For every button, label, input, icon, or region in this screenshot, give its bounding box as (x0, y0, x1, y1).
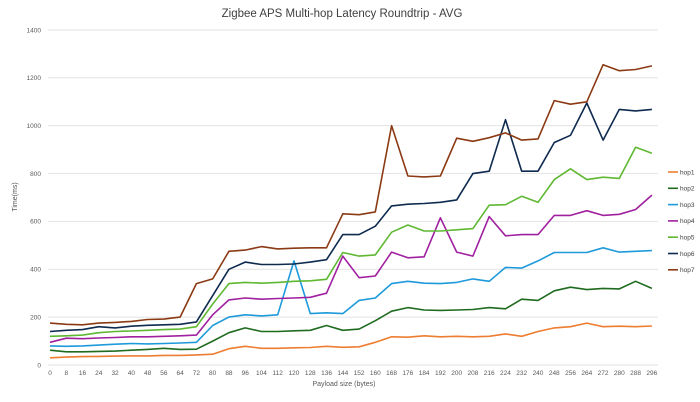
x-tick-label: 48 (144, 370, 152, 377)
legend-item-hop7: hop7 (668, 267, 695, 274)
legend-label: hop6 (680, 251, 695, 258)
x-tick-label: 184 (419, 370, 430, 377)
legend-label: hop5 (680, 235, 695, 242)
y-tick-label: 200 (30, 314, 41, 321)
x-tick-label: 120 (289, 370, 300, 377)
x-tick-label: 96 (242, 370, 250, 377)
x-tick-label: 104 (256, 370, 267, 377)
series-line-hop2 (49, 280, 653, 353)
y-tick-label: 1400 (27, 27, 42, 34)
x-tick-label: 112 (273, 370, 284, 377)
series-line-hop4 (49, 194, 653, 344)
x-tick-label: 216 (484, 370, 495, 377)
x-tick-label: 144 (337, 370, 348, 377)
y-tick-label: 600 (30, 219, 41, 226)
series-line-hop1 (49, 322, 652, 359)
series-line-hop6 (49, 102, 652, 333)
x-tick-label: 64 (177, 370, 185, 377)
x-tick-label: 224 (500, 370, 511, 377)
x-tick-label: 8 (64, 370, 68, 377)
x-tick-label: 208 (468, 370, 479, 377)
legend-item-hop2: hop2 (668, 186, 695, 193)
chart-title: Zigbee APS Multi-hop Latency Roundtrip -… (222, 8, 463, 20)
x-tick-label: 256 (565, 370, 576, 377)
x-tick-label: 0 (48, 370, 52, 377)
legend-item-hop4: hop4 (668, 218, 695, 225)
y-tick-label: 0 (37, 362, 41, 369)
y-tick-label: 1000 (27, 123, 42, 130)
gridlines (48, 29, 658, 366)
x-tick-label: 240 (533, 370, 544, 377)
x-tick-label: 80 (209, 370, 217, 377)
x-tick-label: 88 (225, 370, 233, 377)
legend-item-hop3: hop3 (668, 202, 695, 209)
x-tick-label: 40 (128, 370, 136, 377)
legend-label: hop3 (680, 202, 695, 209)
x-tick-label: 24 (95, 370, 103, 377)
series-line-hop7 (49, 63, 653, 326)
x-tick-label: 168 (386, 370, 397, 377)
x-axis-ticks: 0 8 16 24 32 40 48 56 64 72 80 88 96 104 112 120 128 136 1… (48, 370, 657, 377)
x-tick-label: 280 (614, 370, 625, 377)
y-tick-label: 400 (30, 267, 41, 274)
x-tick-label: 192 (435, 370, 446, 377)
series-line-hop5 (49, 146, 653, 338)
legend-item-hop1: hop1 (668, 169, 695, 176)
x-tick-label: 264 (581, 370, 592, 377)
x-tick-label: 296 (646, 370, 657, 377)
legend-label: hop7 (680, 267, 695, 274)
x-tick-label: 160 (370, 370, 381, 377)
x-tick-label: 128 (305, 370, 316, 377)
x-tick-label: 32 (111, 370, 119, 377)
x-tick-label: 288 (630, 370, 641, 377)
y-tick-label: 1200 (27, 75, 42, 82)
legend-label: hop2 (680, 186, 695, 193)
x-tick-label: 152 (354, 370, 365, 377)
y-axis-label: Time(ms) (12, 182, 19, 211)
y-tick-label: 800 (30, 171, 41, 178)
legend-item-hop6: hop6 (668, 251, 695, 258)
x-tick-label: 72 (193, 370, 201, 377)
x-tick-label: 232 (516, 370, 527, 377)
x-tick-label: 16 (79, 370, 87, 377)
legend-label: hop4 (680, 218, 695, 225)
series-line-hop3 (49, 247, 652, 348)
x-tick-label: 200 (451, 370, 462, 377)
y-axis-ticks: 0 200 400 600 800 1000 1200 1400 (27, 27, 42, 369)
legend-label: hop1 (680, 169, 695, 176)
x-tick-label: 136 (321, 370, 332, 377)
series-lines (49, 63, 653, 359)
x-axis-label: Payload size (bytes) (312, 381, 375, 388)
legend: hop1 hop2 hop3 hop4 hop5 hop6 hop7 (668, 169, 695, 274)
legend-item-hop5: hop5 (668, 235, 695, 242)
x-tick-label: 176 (402, 370, 413, 377)
x-tick-label: 56 (160, 370, 168, 377)
x-tick-label: 248 (549, 370, 560, 377)
x-tick-label: 272 (598, 370, 609, 377)
